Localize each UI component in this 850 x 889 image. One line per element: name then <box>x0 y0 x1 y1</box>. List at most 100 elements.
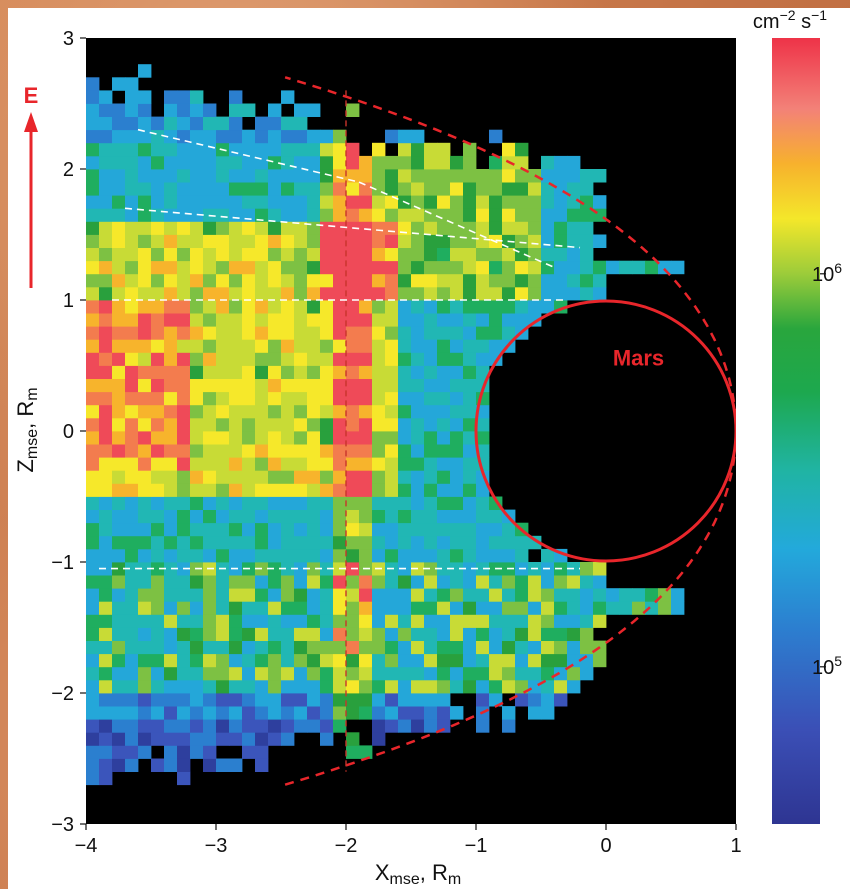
heatmap-cell <box>463 640 477 655</box>
heatmap-cell <box>372 234 386 248</box>
heatmap-cell <box>372 260 386 275</box>
heatmap-cell <box>320 509 334 524</box>
heatmap-cell <box>294 116 308 131</box>
heatmap-cell <box>320 483 334 497</box>
heatmap-cell <box>398 679 412 694</box>
heatmap-cell <box>112 391 126 406</box>
heatmap-cell <box>593 562 607 576</box>
heatmap-cell <box>125 90 139 104</box>
heatmap-cell <box>229 679 243 694</box>
heatmap-cell <box>138 509 152 524</box>
heatmap-cell <box>164 234 178 248</box>
heatmap-cell <box>125 679 139 694</box>
heatmap-cell <box>346 234 360 248</box>
heatmap-cell <box>489 339 503 353</box>
heatmap-cell <box>333 221 347 235</box>
heatmap-cell <box>190 679 204 694</box>
heatmap-cell <box>216 679 230 694</box>
heatmap-cell <box>372 732 386 746</box>
heatmap-cell <box>528 286 542 301</box>
heatmap-cell <box>476 496 490 510</box>
heatmap-cell <box>242 391 256 406</box>
heatmap-cell <box>177 496 191 510</box>
heatmap-cell <box>112 509 126 524</box>
heatmap-cell <box>99 457 113 471</box>
heatmap-cell <box>294 444 308 458</box>
heatmap-cell <box>398 548 412 563</box>
heatmap-cell <box>567 208 581 222</box>
heatmap-cell <box>528 273 542 288</box>
heatmap-cell <box>294 286 308 301</box>
heatmap-cell <box>268 404 282 419</box>
heatmap-cell <box>138 391 152 406</box>
heatmap-cell <box>151 352 165 366</box>
heatmap-cell <box>359 182 373 196</box>
heatmap-cell <box>151 155 165 170</box>
heatmap-cell <box>333 417 347 432</box>
heatmap-cell <box>190 286 204 301</box>
heatmap-cell <box>151 247 165 262</box>
heatmap-cell <box>541 601 555 615</box>
heatmap-cell <box>203 496 217 510</box>
heatmap-cell <box>138 404 152 419</box>
heatmap-cell <box>320 313 334 327</box>
heatmap-cell <box>320 719 334 733</box>
heatmap-cell <box>411 129 425 144</box>
overlays <box>99 76 736 786</box>
y-axis-label-sub: mse <box>24 429 41 459</box>
heatmap-cell <box>489 155 503 170</box>
heatmap-cell <box>424 208 438 222</box>
heatmap-cell <box>372 548 386 563</box>
heatmap-cell <box>112 182 126 196</box>
heatmap-cell <box>502 313 516 327</box>
heatmap-cell <box>567 273 581 288</box>
heatmap-cell <box>190 182 204 196</box>
heatmap-cell <box>255 666 269 681</box>
heatmap-cell <box>86 732 100 746</box>
heatmap-cell <box>294 221 308 235</box>
heatmap-cell <box>151 483 165 497</box>
heatmap-cell <box>112 601 126 615</box>
heatmap-cell <box>242 142 256 157</box>
heatmap-cell <box>372 601 386 615</box>
heatmap-cell <box>229 286 243 301</box>
heatmap-cell <box>476 208 490 222</box>
heatmap-cell <box>255 352 269 366</box>
heatmap-cell <box>294 391 308 406</box>
heatmap-cell <box>450 378 464 393</box>
heatmap-cell <box>372 247 386 262</box>
heatmap-cell <box>112 195 126 209</box>
heatmap-cell <box>333 247 347 262</box>
heatmap-cell <box>216 653 230 668</box>
heatmap-cell <box>346 378 360 393</box>
heatmap-cell <box>489 169 503 183</box>
heatmap-cell <box>476 182 490 196</box>
heatmap-cell <box>99 601 113 615</box>
heatmap-cell <box>476 509 490 524</box>
heatmap-cell <box>112 732 126 746</box>
heatmap-cell <box>229 496 243 510</box>
heatmap-cell <box>593 169 607 183</box>
heatmap-cell <box>86 719 100 733</box>
heatmap-cell <box>99 444 113 458</box>
heatmap-cell <box>216 706 230 720</box>
heatmap-cell <box>437 142 451 157</box>
heatmap-cell <box>450 391 464 406</box>
heatmap-cell <box>294 575 308 589</box>
heatmap-cell <box>281 653 295 668</box>
heatmap-cell <box>346 365 360 379</box>
heatmap-cell <box>190 391 204 406</box>
heatmap-cell <box>86 169 100 183</box>
heatmap-cell <box>203 221 217 235</box>
heatmap-cell <box>463 208 477 222</box>
heatmap-cell <box>112 745 126 759</box>
heatmap-cell <box>320 601 334 615</box>
heatmap-cell <box>424 640 438 655</box>
heatmap-cell <box>385 627 399 641</box>
heatmap-cell <box>190 221 204 235</box>
heatmap-cell <box>632 588 646 602</box>
heatmap-cell <box>229 182 243 196</box>
heatmap-cell <box>203 378 217 393</box>
heatmap-cell <box>502 653 516 668</box>
